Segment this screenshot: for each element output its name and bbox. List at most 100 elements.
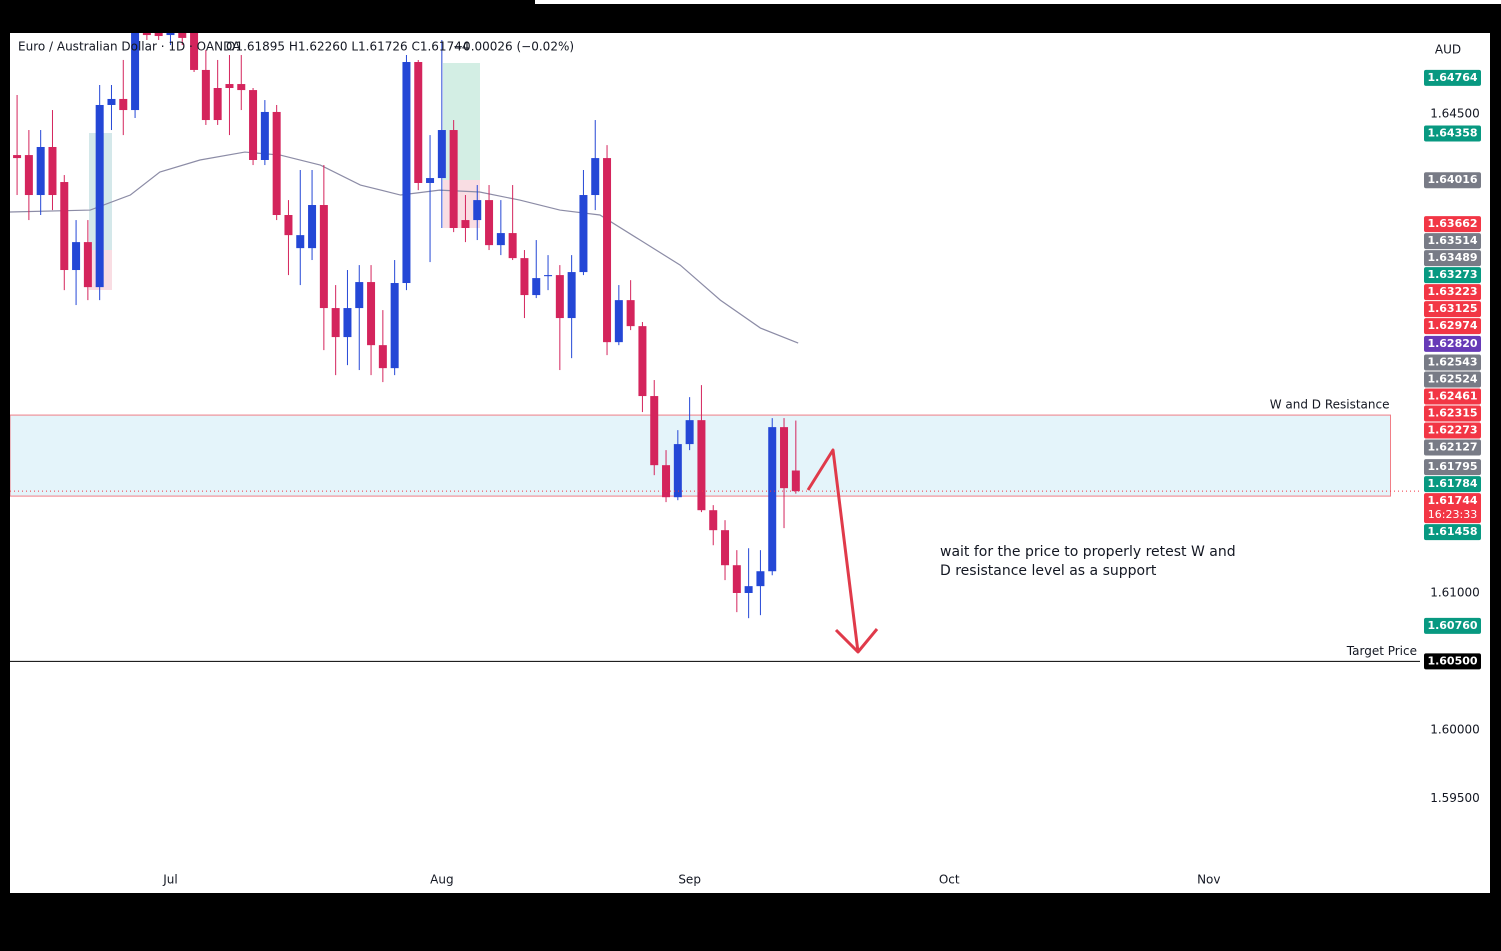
candle-body bbox=[260, 111, 269, 160]
price-tag-label: 1.62974 bbox=[1427, 319, 1477, 332]
candle-body bbox=[567, 272, 576, 319]
candle-body bbox=[756, 571, 765, 587]
zone-label: W and D Resistance bbox=[1270, 398, 1390, 412]
price-tag bbox=[1424, 69, 1481, 86]
price-tag bbox=[1424, 405, 1481, 422]
price-tag bbox=[1424, 422, 1481, 439]
candle-body bbox=[744, 586, 753, 593]
candle-body bbox=[225, 84, 234, 89]
candle-body bbox=[319, 205, 328, 309]
ohlc: O1.61895 H1.62260 L1.61726 C1.61744 bbox=[226, 40, 469, 54]
overlay: Euro / Australian Dollar · 1D · OANDA O1… bbox=[18, 40, 1481, 887]
price-tag-label: 1.62273 bbox=[1427, 423, 1477, 436]
candle-body bbox=[709, 510, 718, 531]
y-tick-label: 1.59500 bbox=[1430, 791, 1480, 805]
candle-body bbox=[154, 33, 163, 37]
price-tag-label: 1.63662 bbox=[1427, 217, 1477, 230]
price-tag bbox=[1424, 335, 1481, 352]
candle-body bbox=[402, 62, 411, 284]
candle-body bbox=[355, 282, 364, 309]
price-tag-label: 1.60500 bbox=[1427, 654, 1477, 667]
countdown: 16:23:33 bbox=[1428, 508, 1477, 521]
price-tag bbox=[1424, 524, 1481, 541]
price-tag bbox=[1424, 284, 1481, 301]
candle-body bbox=[343, 308, 352, 338]
price-tag bbox=[1424, 439, 1481, 456]
candle-body bbox=[131, 33, 140, 111]
candle-body bbox=[673, 444, 682, 498]
candle-body bbox=[13, 155, 22, 159]
candle-body bbox=[426, 178, 435, 183]
arrow bbox=[806, 448, 860, 653]
price-tag bbox=[1424, 459, 1481, 476]
candle-body bbox=[390, 283, 399, 369]
annotation: wait for the price to properly retest W … bbox=[940, 544, 1236, 560]
price-tag-label: 1.62820 bbox=[1427, 337, 1477, 350]
candle-body bbox=[213, 88, 222, 121]
price-tag-label: 1.64016 bbox=[1427, 173, 1477, 186]
candle-body bbox=[732, 565, 741, 593]
candle-body bbox=[697, 420, 706, 511]
candle-body bbox=[591, 158, 600, 196]
price-tag-label: 1.62524 bbox=[1427, 372, 1477, 385]
price-tag-label: 1.62315 bbox=[1427, 406, 1477, 419]
price-tag-label: 1.61458 bbox=[1427, 525, 1477, 538]
candle-body bbox=[272, 111, 281, 216]
candle-body bbox=[201, 69, 210, 121]
candle-body bbox=[166, 33, 175, 36]
price-tag bbox=[1424, 493, 1481, 524]
price-tag bbox=[1424, 371, 1481, 388]
price-tag bbox=[1424, 233, 1481, 250]
candle-body bbox=[520, 258, 529, 296]
price-tag bbox=[1424, 125, 1481, 142]
x-tick-label: Jul bbox=[162, 873, 177, 887]
candle-body bbox=[24, 155, 33, 196]
candle-body bbox=[378, 345, 387, 369]
x-tick-label: Nov bbox=[1197, 873, 1220, 887]
price-tag-label: 1.63125 bbox=[1427, 302, 1477, 315]
candle-body bbox=[721, 530, 730, 566]
candle-body bbox=[142, 33, 151, 36]
price-tag bbox=[1424, 354, 1481, 371]
price-tag-label: 1.62461 bbox=[1427, 389, 1477, 402]
price-tag-label: 1.61795 bbox=[1427, 460, 1477, 473]
frame-strip bbox=[535, 0, 1501, 4]
price-tag-label: 1.60760 bbox=[1427, 619, 1477, 632]
target-label: Target Price bbox=[1346, 644, 1417, 658]
candle-body bbox=[780, 427, 789, 489]
moving-average bbox=[10, 151, 799, 344]
candle-body bbox=[544, 275, 553, 277]
candle-body bbox=[496, 233, 505, 246]
price-tag bbox=[1424, 250, 1481, 267]
price-tag bbox=[1424, 476, 1481, 493]
candle-body bbox=[414, 62, 423, 183]
candle-body bbox=[485, 200, 494, 246]
candle-body bbox=[508, 233, 517, 259]
candle-body bbox=[331, 308, 340, 338]
candle-body bbox=[119, 98, 128, 111]
price-tag bbox=[1424, 301, 1481, 318]
candle-body bbox=[237, 84, 246, 91]
candle-body bbox=[579, 195, 588, 273]
candle-body bbox=[83, 242, 92, 288]
candle-body bbox=[768, 427, 777, 572]
price-tag-label: 1.64764 bbox=[1427, 71, 1477, 84]
arrow-head bbox=[834, 628, 879, 654]
candle-body bbox=[308, 205, 317, 249]
candle-body bbox=[461, 220, 470, 229]
candle-body bbox=[626, 300, 635, 327]
x-tick-label: Oct bbox=[939, 873, 960, 887]
price-tag-label: 1.63514 bbox=[1427, 234, 1477, 247]
candle-body bbox=[614, 300, 623, 343]
candle-body bbox=[555, 275, 564, 319]
candle-body bbox=[190, 33, 199, 70]
candle-body bbox=[532, 278, 541, 296]
candle-body bbox=[685, 420, 694, 445]
candle-body bbox=[107, 98, 116, 105]
price-tag-label: 1.63223 bbox=[1427, 285, 1477, 298]
candle-body bbox=[638, 326, 647, 397]
y-tick-label: 1.64500 bbox=[1430, 107, 1480, 121]
price-tag bbox=[1424, 172, 1481, 189]
candle-body bbox=[791, 470, 800, 492]
